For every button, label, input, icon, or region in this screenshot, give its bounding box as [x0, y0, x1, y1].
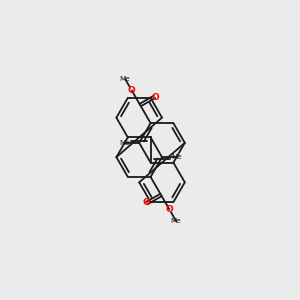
Text: Me: Me [120, 76, 130, 82]
Text: Me: Me [172, 154, 182, 160]
Text: O: O [151, 94, 159, 103]
Text: O: O [166, 205, 173, 214]
Text: O: O [142, 197, 150, 206]
Text: Me: Me [119, 140, 130, 146]
Text: Me: Me [171, 218, 182, 224]
Text: O: O [128, 86, 136, 95]
